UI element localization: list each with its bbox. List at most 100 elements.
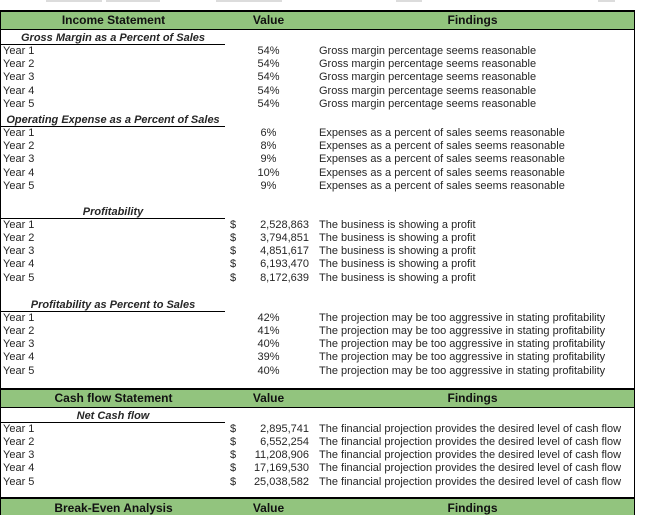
row-label-cell[interactable]: Year 5: [3, 97, 35, 110]
value-cell[interactable]: $17,169,530: [226, 462, 311, 475]
finding-cell[interactable]: The financial projection provides the de…: [319, 462, 622, 475]
finding-cell[interactable]: The projection may be too aggressive in …: [319, 325, 606, 337]
table-row: Year 5 54% Gross margin percentage seems r…: [1, 98, 634, 111]
row-label-cell[interactable]: Year 2: [3, 58, 35, 71]
row-label-cell[interactable]: Year 3: [3, 153, 35, 166]
row-label-cell[interactable]: Year 5: [3, 271, 35, 284]
cash-flow-title-cell[interactable]: Cash flow Statement: [54, 390, 173, 405]
section-title[interactable]: Operating Expense as a Percent of Sales: [1, 113, 225, 127]
income-findings-column-header[interactable]: Findings: [447, 13, 498, 27]
row-label-cell[interactable]: Year 5: [3, 475, 35, 488]
finding-cell[interactable]: Gross margin percentage seems reasonable: [319, 58, 537, 71]
row-label-cell[interactable]: Year 2: [3, 232, 35, 245]
row-label-cell[interactable]: Year 5: [3, 364, 35, 377]
finding-cell[interactable]: The projection may be too aggressive in …: [319, 311, 606, 324]
cash-flow-groups: Net Cash flow Year 1 $2,895,741 The financi…: [1, 409, 634, 489]
finding-cell[interactable]: The business is showing a profit: [319, 245, 476, 258]
value-cell[interactable]: $25,038,582: [226, 476, 311, 489]
finding-cell[interactable]: Expenses as a percent of sales seems rea…: [319, 126, 565, 139]
break-even-value-column-header[interactable]: Value: [252, 500, 285, 515]
table-row: Year 2 $6,552,254 The financial projection…: [1, 436, 634, 449]
row-label-cell[interactable]: Year 4: [3, 462, 35, 475]
finding-cell[interactable]: The projection may be too aggressive in …: [319, 351, 606, 364]
value-cell[interactable]: 40%: [257, 338, 280, 351]
currency-amount: 2,895,741: [260, 422, 309, 435]
finding-cell[interactable]: The financial projection provides the de…: [319, 475, 622, 488]
finding-cell[interactable]: The business is showing a profit: [319, 218, 476, 231]
finding-cell[interactable]: The financial projection provides the de…: [319, 449, 622, 462]
value-cell[interactable]: 9%: [260, 179, 277, 192]
section-title[interactable]: Gross Margin as a Percent of Sales: [1, 31, 225, 45]
currency-amount: 17,169,530: [253, 462, 309, 475]
currency-amount: 25,038,582: [253, 475, 309, 488]
value-cell[interactable]: 9%: [260, 153, 277, 166]
value-cell[interactable]: $6,552,254: [226, 436, 311, 449]
value-cell[interactable]: $6,193,470: [226, 258, 311, 271]
row-label-cell[interactable]: Year 3: [3, 245, 35, 258]
finding-cell[interactable]: Gross margin percentage seems reasonable: [319, 84, 537, 97]
finding-cell[interactable]: The financial projection provides the de…: [319, 435, 622, 448]
income-statement-title-cell[interactable]: Income Statement: [61, 13, 166, 27]
section-title[interactable]: Net Cash flow: [1, 409, 225, 423]
row-label-cell[interactable]: Year 2: [3, 140, 35, 153]
row-label-cell[interactable]: Year 3: [3, 338, 35, 351]
row-label-cell[interactable]: Year 1: [3, 422, 35, 435]
value-cell[interactable]: 6%: [260, 126, 277, 139]
finding-cell[interactable]: Expenses as a percent of sales seems rea…: [319, 166, 565, 179]
row-label-cell[interactable]: Year 1: [3, 311, 35, 324]
section-title[interactable]: Profitability: [1, 205, 225, 219]
value-cell[interactable]: $4,851,617: [226, 245, 311, 258]
finding-cell[interactable]: Gross margin percentage seems reasonable: [319, 71, 537, 84]
value-cell[interactable]: 54%: [257, 84, 280, 97]
value-cell[interactable]: 8%: [260, 140, 277, 153]
row-label-cell[interactable]: Year 5: [3, 179, 35, 192]
cash-flow-value-column-header[interactable]: Value: [252, 390, 285, 405]
row-label-cell[interactable]: Year 4: [3, 166, 35, 179]
value-cell[interactable]: 54%: [257, 45, 280, 57]
finding-cell[interactable]: The projection may be too aggressive in …: [319, 338, 606, 351]
value-cell[interactable]: 54%: [257, 58, 280, 71]
finding-cell[interactable]: Gross margin percentage seems reasonable: [319, 97, 537, 110]
value-cell[interactable]: $2,895,741: [226, 423, 311, 436]
finding-cell[interactable]: The projection may be too aggressive in …: [319, 364, 606, 377]
value-cell[interactable]: 41%: [257, 325, 280, 337]
finding-cell[interactable]: The business is showing a profit: [319, 271, 476, 284]
finding-cell[interactable]: Expenses as a percent of sales seems rea…: [319, 179, 565, 192]
row-label-cell[interactable]: Year 1: [3, 218, 35, 231]
finding-cell[interactable]: Gross margin percentage seems reasonable: [319, 45, 537, 57]
value-cell[interactable]: $3,794,851: [226, 232, 311, 245]
value-cell[interactable]: $8,172,639: [226, 272, 311, 285]
cutoff-artifact: [216, 0, 282, 2]
value-cell[interactable]: 39%: [257, 351, 280, 364]
cash-flow-findings-column-header[interactable]: Findings: [447, 390, 498, 405]
value-cell[interactable]: 54%: [257, 71, 280, 84]
row-label-cell[interactable]: Year 3: [3, 71, 35, 84]
break-even-title-cell[interactable]: Break-Even Analysis: [54, 500, 173, 515]
row-label-cell[interactable]: Year 4: [3, 258, 35, 271]
finding-cell[interactable]: The financial projection provides the de…: [319, 422, 622, 435]
row-label-cell[interactable]: Year 4: [3, 84, 35, 97]
currency-amount: 4,851,617: [260, 245, 309, 258]
finding-cell[interactable]: Expenses as a percent of sales seems rea…: [319, 140, 565, 153]
row-label-cell[interactable]: Year 1: [3, 45, 35, 57]
row-label-cell[interactable]: Year 3: [3, 449, 35, 462]
value-cell[interactable]: $11,208,906: [226, 449, 311, 462]
row-label-cell[interactable]: Year 2: [3, 325, 35, 337]
table-row: Year 1 6% Expenses as a percent of sales s…: [1, 127, 634, 140]
finding-cell[interactable]: The business is showing a profit: [319, 258, 476, 271]
value-cell[interactable]: $2,528,863: [226, 219, 311, 232]
value-cell[interactable]: 40%: [257, 364, 280, 377]
value-cell[interactable]: 10%: [257, 166, 280, 179]
row-label-cell[interactable]: Year 4: [3, 351, 35, 364]
value-cell[interactable]: 54%: [257, 97, 280, 110]
currency-symbol: $: [230, 271, 237, 284]
row-label-cell[interactable]: Year 2: [3, 435, 35, 448]
break-even-findings-column-header[interactable]: Findings: [447, 500, 498, 515]
finding-cell[interactable]: Expenses as a percent of sales seems rea…: [319, 153, 565, 166]
finding-cell[interactable]: The business is showing a profit: [319, 232, 476, 245]
row-label-cell[interactable]: Year 1: [3, 126, 35, 139]
value-cell[interactable]: 42%: [257, 311, 280, 324]
cropped-row-remnants: [0, 0, 651, 10]
section-title[interactable]: Profitability as Percent to Sales: [1, 298, 225, 312]
income-value-column-header[interactable]: Value: [252, 13, 285, 27]
